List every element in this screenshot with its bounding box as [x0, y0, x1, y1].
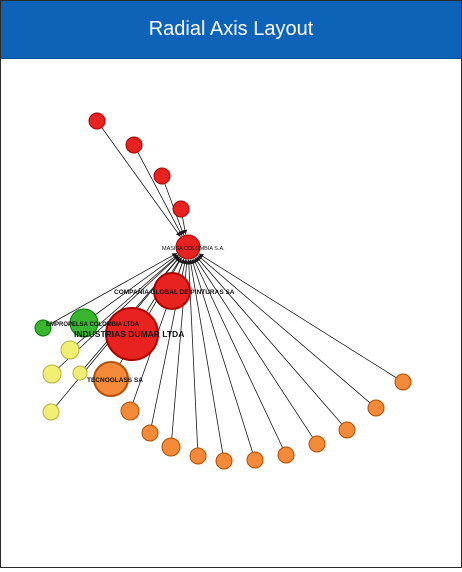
node-n21[interactable] [308, 435, 326, 453]
edge-n18-n0 [188, 259, 224, 454]
node-n7[interactable] [153, 167, 171, 185]
node-label-n3: EMPROPELSA COLOMBIA LTDA [46, 322, 140, 328]
network-graph-area: MASISA COLOMBIA S.A. COMPAÑIA GLOBAL DE P… [1, 59, 461, 567]
node-n16[interactable] [161, 437, 181, 457]
edge-n3-n0 [95, 254, 178, 316]
node-n15[interactable] [141, 424, 159, 442]
node-n3[interactable] [69, 308, 99, 338]
node-n23[interactable] [367, 399, 385, 417]
title-bar: Radial Axis Layout [1, 1, 461, 59]
node-n8[interactable] [172, 200, 190, 218]
node-n1[interactable] [153, 272, 191, 310]
edge-n5-n0 [101, 127, 181, 237]
edge-n9-n0 [49, 252, 178, 325]
edge-n19-n0 [190, 258, 253, 453]
node-n12[interactable] [42, 364, 62, 384]
node-label-n0: MASISA COLOMBIA S.A. [162, 246, 225, 252]
node-n13[interactable] [42, 403, 60, 421]
edge-n8-n0 [182, 216, 188, 235]
node-n11[interactable] [72, 365, 88, 381]
node-n6[interactable] [125, 136, 143, 154]
node-n24[interactable] [394, 373, 412, 391]
edge-n23-n0 [197, 255, 371, 404]
node-n17[interactable] [189, 447, 207, 465]
edge-n24-n0 [198, 253, 397, 379]
node-label-n1: COMPAÑIA GLOBAL DE PINTURAS SA [114, 287, 235, 296]
node-n22[interactable] [338, 421, 356, 439]
labels-layer: MASISA COLOMBIA S.A. COMPAÑIA GLOBAL DE P… [46, 246, 235, 384]
node-n18[interactable] [215, 452, 233, 470]
node-n14[interactable] [120, 401, 140, 421]
node-n2[interactable] [105, 307, 159, 361]
edge-n20-n0 [193, 258, 283, 448]
edge-n21-n0 [194, 257, 313, 438]
node-n5[interactable] [88, 112, 106, 130]
node-label-n4: TECNOGLASS SA [87, 377, 143, 384]
node-n4[interactable] [93, 361, 129, 397]
node-n20[interactable] [277, 446, 295, 464]
network-graph: MASISA COLOMBIA S.A. COMPAÑIA GLOBAL DE P… [34, 112, 412, 470]
edge-n22-n0 [196, 256, 343, 425]
node-n19[interactable] [246, 451, 264, 469]
node-n9[interactable] [34, 319, 52, 337]
node-label-n2: INDUSTRIAS DUMAR LTDA [74, 329, 184, 339]
node-n0[interactable] [175, 234, 201, 260]
node-n10[interactable] [60, 340, 80, 360]
edge-n6-n0 [137, 151, 183, 236]
page-title: Radial Axis Layout [148, 18, 314, 40]
nodes-layer [34, 112, 412, 470]
